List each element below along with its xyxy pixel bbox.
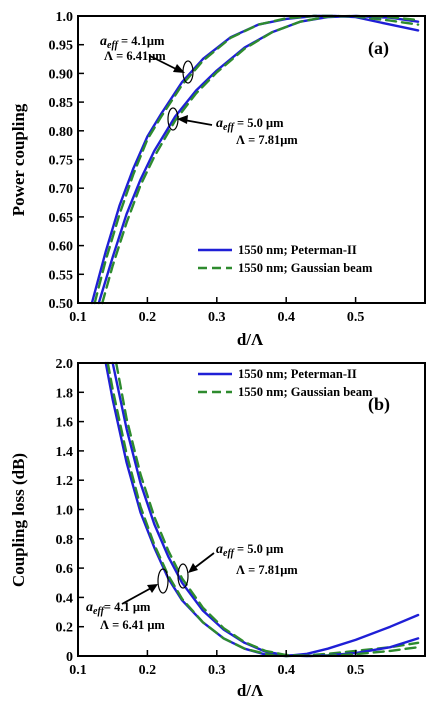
panel-b-x-tick-label: 0.1 (69, 663, 87, 678)
panel-b-ann2-line2: Λ = 6.41 μm (100, 618, 165, 632)
panel-b-y-tick-label: 0.6 (56, 562, 74, 577)
panel-b-x-tick-label: 0.3 (208, 663, 226, 678)
panel-a-y-tick-label: 0.85 (49, 96, 74, 111)
panel-b-ann2-arrowhead (147, 584, 158, 593)
panel-b-ann1-line1: aeff = 5.0 μm (216, 542, 284, 559)
panel-b-series-3-gaussian (114, 361, 420, 658)
panel-a-ann2-line2: Λ = 7.81μm (236, 133, 298, 147)
panel-a-legend-gaussian: 1550 nm; Gaussian beam (238, 261, 373, 275)
panel-b-ann2-ellipse (157, 568, 169, 594)
panel-a-y-tick-label: 0.60 (49, 240, 74, 255)
panel-b-x-tick-label: 0.4 (277, 663, 295, 678)
panel-a-x-tick-label: 0.5 (347, 310, 365, 325)
panel-a-y-tick-label: 0.75 (49, 154, 74, 169)
panel-b-ann1-line2: Λ = 7.81μm (236, 563, 298, 577)
panel-a-ann1-arrowhead (173, 64, 185, 73)
panel-a-ann2-line1: aeff = 5.0 μm (216, 116, 284, 133)
panel-a-x-tick-label: 0.4 (277, 310, 295, 325)
panel-b-legend-gaussian: 1550 nm; Gaussian beam (238, 385, 373, 399)
panel-b: 0.1 0.2 0.3 0.4 0.5 0 0.2 0.4 0.6 0.8 1.0 1.2 1.4 1.… (9, 357, 426, 700)
panel-b-x-tick-label: 0.5 (347, 663, 365, 678)
panel-b-series-1-gaussian (106, 361, 420, 658)
panel-b-y-tick-label: 0 (66, 650, 73, 665)
panel-b-y-tick-label: 1.0 (56, 504, 74, 519)
panel-a-ann1-line2: Λ = 6.41μm (104, 49, 166, 63)
panel-b-label: (b) (368, 394, 390, 415)
panel-a-y-tick-label: 0.90 (49, 67, 74, 82)
panel-b-ann2-arrow (121, 586, 154, 605)
panel-b-series (104, 361, 420, 658)
panel-b-ann1-arrow (192, 552, 215, 570)
panel-a-x-tick-label: 0.1 (69, 310, 87, 325)
panel-a-annotation-2: aeff = 5.0 μm Λ = 7.81μm (167, 107, 298, 147)
panel-a-ann1-line1: aeff = 4.1μm (100, 34, 165, 51)
panel-b-y-tick-label: 0.2 (56, 621, 74, 636)
panel-a-x-tick-label: 0.2 (139, 310, 157, 325)
panel-a-y-tick-label: 0.80 (49, 125, 74, 140)
panel-a-ann1-arrow (149, 55, 179, 71)
panel-b-x-ticks: 0.1 0.2 0.3 0.4 0.5 (69, 650, 364, 678)
panel-a-legend: 1550 nm; Peterman-II 1550 nm; Gaussian b… (198, 243, 373, 275)
panel-b-y-tick-label: 0.4 (56, 591, 74, 606)
panel-b-ann1-ellipse (177, 563, 189, 589)
panel-a-ylabel: Power coupling (9, 103, 28, 216)
panel-a-label: (a) (368, 38, 389, 59)
panel-b-ylabel: Coupling loss (dB) (9, 453, 28, 587)
panel-a-y-tick-label: 0.65 (49, 211, 74, 226)
panel-b-ann2-line1: aeff= 4.1 μm (86, 600, 151, 617)
panel-b-xlabel: d/Λ (237, 681, 264, 700)
panel-b-legend-peterman: 1550 nm; Peterman-II (238, 367, 357, 381)
panel-a: 0.1 0.2 0.3 0.4 0.5 0.50 0.55 0.60 0.65 0.70 0.75… (9, 10, 426, 349)
panel-a-y-tick-label: 0.95 (49, 39, 74, 54)
panel-a-x-tick-label: 0.3 (208, 310, 226, 325)
panel-a-y-tick-label: 1.0 (56, 10, 74, 25)
panel-a-y-tick-label: 0.55 (49, 268, 74, 283)
panel-b-x-tick-label: 0.2 (139, 663, 157, 678)
panel-a-y-tick-label: 0.50 (49, 297, 74, 312)
panel-b-y-tick-label: 1.8 (56, 386, 74, 401)
panel-b-y-tick-label: 0.8 (56, 533, 74, 548)
panel-b-ann1-arrowhead (188, 563, 198, 573)
panel-a-y-ticks: 0.50 0.55 0.60 0.65 0.70 0.75 0.80 0.85 0.90 0.95… (49, 10, 84, 312)
panel-b-y-tick-label: 2.0 (56, 357, 74, 372)
panel-a-ann2-arrowhead (177, 115, 188, 124)
panel-a-annotation-1: aeff = 4.1μm Λ = 6.41μm (100, 34, 194, 84)
panel-b-annotation-1: aeff = 5.0 μm Λ = 7.81μm (177, 542, 298, 589)
panel-b-y-ticks: 0 0.2 0.4 0.6 0.8 1.0 1.2 1.4 1.6 1.8 2.0 (56, 357, 84, 665)
panel-b-legend: 1550 nm; Peterman-II 1550 nm; Gaussian b… (198, 367, 373, 399)
panel-b-y-tick-label: 1.2 (56, 474, 74, 489)
panel-a-x-ticks: 0.1 0.2 0.3 0.4 0.5 (69, 297, 364, 325)
panel-a-legend-peterman: 1550 nm; Peterman-II (238, 243, 357, 257)
panel-a-y-tick-label: 0.70 (49, 182, 74, 197)
panel-b-y-tick-label: 1.6 (56, 416, 74, 431)
panel-a-xlabel: d/Λ (237, 330, 264, 349)
panel-b-y-tick-label: 1.4 (56, 445, 74, 460)
panel-a-ann2-arrow (183, 119, 213, 126)
panel-b-annotation-2: aeff= 4.1 μm Λ = 6.41 μm (86, 568, 169, 632)
